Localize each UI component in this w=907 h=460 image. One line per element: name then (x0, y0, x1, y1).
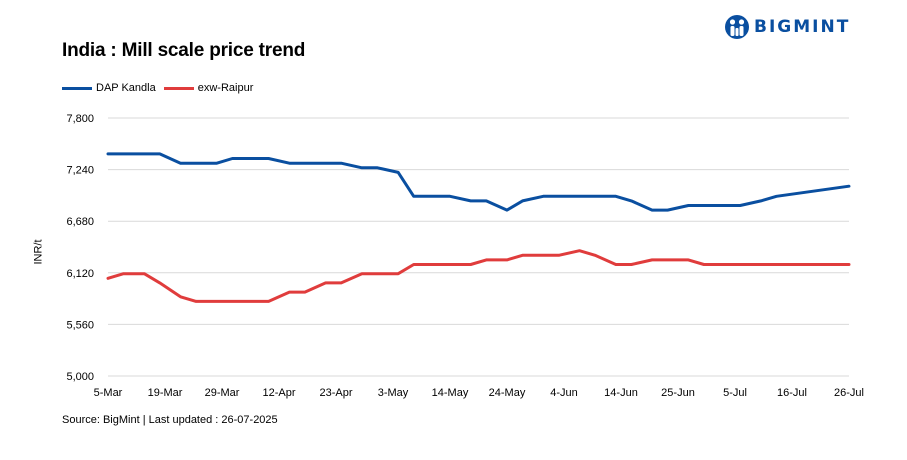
x-tick-label: 14-Jun (604, 387, 638, 399)
brand-name: BIGMINT (754, 17, 851, 37)
x-tick-label: 16-Jul (777, 387, 807, 399)
legend-item-dap-kandla: DAP Kandla (62, 82, 156, 94)
chart-title: India : Mill scale price trend (62, 40, 306, 61)
legend-label-dap-kandla: DAP Kandla (96, 82, 156, 94)
y-tick-label: 5,000 (66, 371, 94, 383)
source-note: Source: BigMint | Last updated : 26-07-2… (62, 414, 278, 426)
x-tick-label: 14-May (432, 387, 469, 399)
legend-label-exw-raipur: exw-Raipur (197, 82, 254, 94)
x-tick-label: 5-Mar (94, 387, 123, 399)
series-line-dap-kandla (106, 152, 851, 212)
legend-item-exw-raipur: exw-Raipur (163, 82, 254, 94)
chart-legend: DAP Kandla exw-Raipur (62, 82, 261, 94)
y-tick-label: 5,560 (66, 319, 94, 331)
brand-logo: BIGMINT (724, 14, 850, 40)
x-tick-label: 3-May (378, 387, 409, 399)
x-tick-label: 19-Mar (148, 387, 183, 399)
x-tick-label: 29-Mar (205, 387, 240, 399)
legend-swatch-exw-raipur (163, 86, 194, 90)
x-tick-label: 26-Jul (834, 387, 864, 399)
y-tick-label: 6,120 (66, 268, 94, 280)
x-tick-label: 4-Jun (550, 387, 578, 399)
series-line-exw-raipur (106, 249, 851, 303)
bigmint-logo-icon (725, 15, 749, 39)
x-tick-label: 23-Apr (319, 387, 352, 399)
x-tick-label: 5-Jul (723, 387, 747, 399)
y-tick-label: 7,240 (66, 165, 94, 177)
legend-swatch-dap-kandla (62, 86, 92, 90)
x-tick-label: 25-Jun (661, 387, 695, 399)
y-tick-label: 7,800 (66, 113, 94, 125)
y-tick-label: 6,680 (66, 216, 94, 228)
x-tick-label: 24-May (489, 387, 526, 399)
x-tick-label: 12-Apr (262, 387, 295, 399)
